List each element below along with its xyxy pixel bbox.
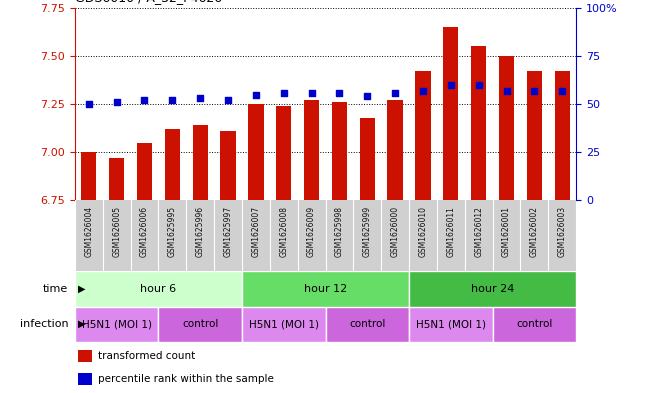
Bar: [193, 125, 208, 200]
Bar: [326, 307, 409, 342]
Bar: [304, 100, 319, 200]
Text: ▶: ▶: [78, 319, 86, 329]
Bar: [409, 271, 576, 307]
Bar: [555, 72, 570, 200]
Bar: [443, 27, 458, 200]
Bar: [332, 102, 347, 200]
Point: [362, 93, 372, 99]
Point: [418, 88, 428, 94]
Bar: [78, 350, 92, 362]
Point: [139, 97, 150, 103]
Bar: [165, 129, 180, 200]
Bar: [387, 100, 403, 200]
Bar: [493, 307, 576, 342]
Text: GSM1625998: GSM1625998: [335, 206, 344, 257]
Bar: [499, 56, 514, 200]
Text: GSM1625999: GSM1625999: [363, 206, 372, 257]
Text: GSM1625997: GSM1625997: [223, 206, 232, 257]
Text: time: time: [43, 284, 68, 294]
Text: GSM1626001: GSM1626001: [502, 206, 511, 257]
Text: ▶: ▶: [78, 284, 86, 294]
Bar: [75, 271, 242, 307]
Text: GSM1625996: GSM1625996: [196, 206, 204, 257]
Text: GSM1626003: GSM1626003: [558, 206, 567, 257]
Bar: [137, 143, 152, 200]
Point: [529, 88, 540, 94]
Bar: [78, 373, 92, 385]
Text: control: control: [349, 319, 385, 329]
Text: H5N1 (MOI 1): H5N1 (MOI 1): [416, 319, 486, 329]
Bar: [409, 307, 493, 342]
Text: GDS6010 / A_32_P4626: GDS6010 / A_32_P4626: [75, 0, 222, 4]
Text: hour 6: hour 6: [141, 284, 176, 294]
Text: GSM1626000: GSM1626000: [391, 206, 400, 257]
Point: [445, 82, 456, 88]
Point: [279, 90, 289, 96]
Text: control: control: [182, 319, 218, 329]
Point: [223, 97, 233, 103]
Text: GSM1626005: GSM1626005: [112, 206, 121, 257]
Bar: [242, 271, 409, 307]
Text: control: control: [516, 319, 553, 329]
Text: H5N1 (MOI 1): H5N1 (MOI 1): [81, 319, 152, 329]
Point: [501, 88, 512, 94]
Bar: [75, 307, 158, 342]
Point: [251, 91, 261, 97]
Point: [334, 90, 344, 96]
Bar: [242, 307, 326, 342]
Point: [390, 90, 400, 96]
Point: [473, 82, 484, 88]
Point: [167, 97, 178, 103]
Text: GSM1626004: GSM1626004: [84, 206, 93, 257]
Text: hour 12: hour 12: [304, 284, 347, 294]
Text: H5N1 (MOI 1): H5N1 (MOI 1): [249, 319, 319, 329]
Point: [557, 88, 568, 94]
Bar: [527, 72, 542, 200]
Bar: [81, 152, 96, 200]
Text: GSM1626009: GSM1626009: [307, 206, 316, 257]
Text: GSM1626008: GSM1626008: [279, 206, 288, 257]
Bar: [471, 46, 486, 200]
Bar: [359, 118, 375, 200]
Bar: [221, 131, 236, 200]
Point: [307, 90, 317, 96]
Bar: [248, 104, 264, 200]
Text: GSM1626011: GSM1626011: [447, 206, 455, 257]
Text: hour 24: hour 24: [471, 284, 514, 294]
Text: GSM1626006: GSM1626006: [140, 206, 149, 257]
Text: percentile rank within the sample: percentile rank within the sample: [98, 374, 273, 384]
Text: GSM1626012: GSM1626012: [474, 206, 483, 257]
Text: transformed count: transformed count: [98, 351, 195, 361]
Text: infection: infection: [20, 319, 68, 329]
Point: [111, 99, 122, 105]
Point: [195, 95, 206, 101]
Text: GSM1626007: GSM1626007: [251, 206, 260, 257]
Text: GSM1626010: GSM1626010: [419, 206, 428, 257]
Text: GSM1625995: GSM1625995: [168, 206, 177, 257]
Bar: [276, 106, 292, 200]
Bar: [158, 307, 242, 342]
Bar: [415, 72, 430, 200]
Text: GSM1626002: GSM1626002: [530, 206, 539, 257]
Point: [83, 101, 94, 107]
Bar: [109, 158, 124, 200]
